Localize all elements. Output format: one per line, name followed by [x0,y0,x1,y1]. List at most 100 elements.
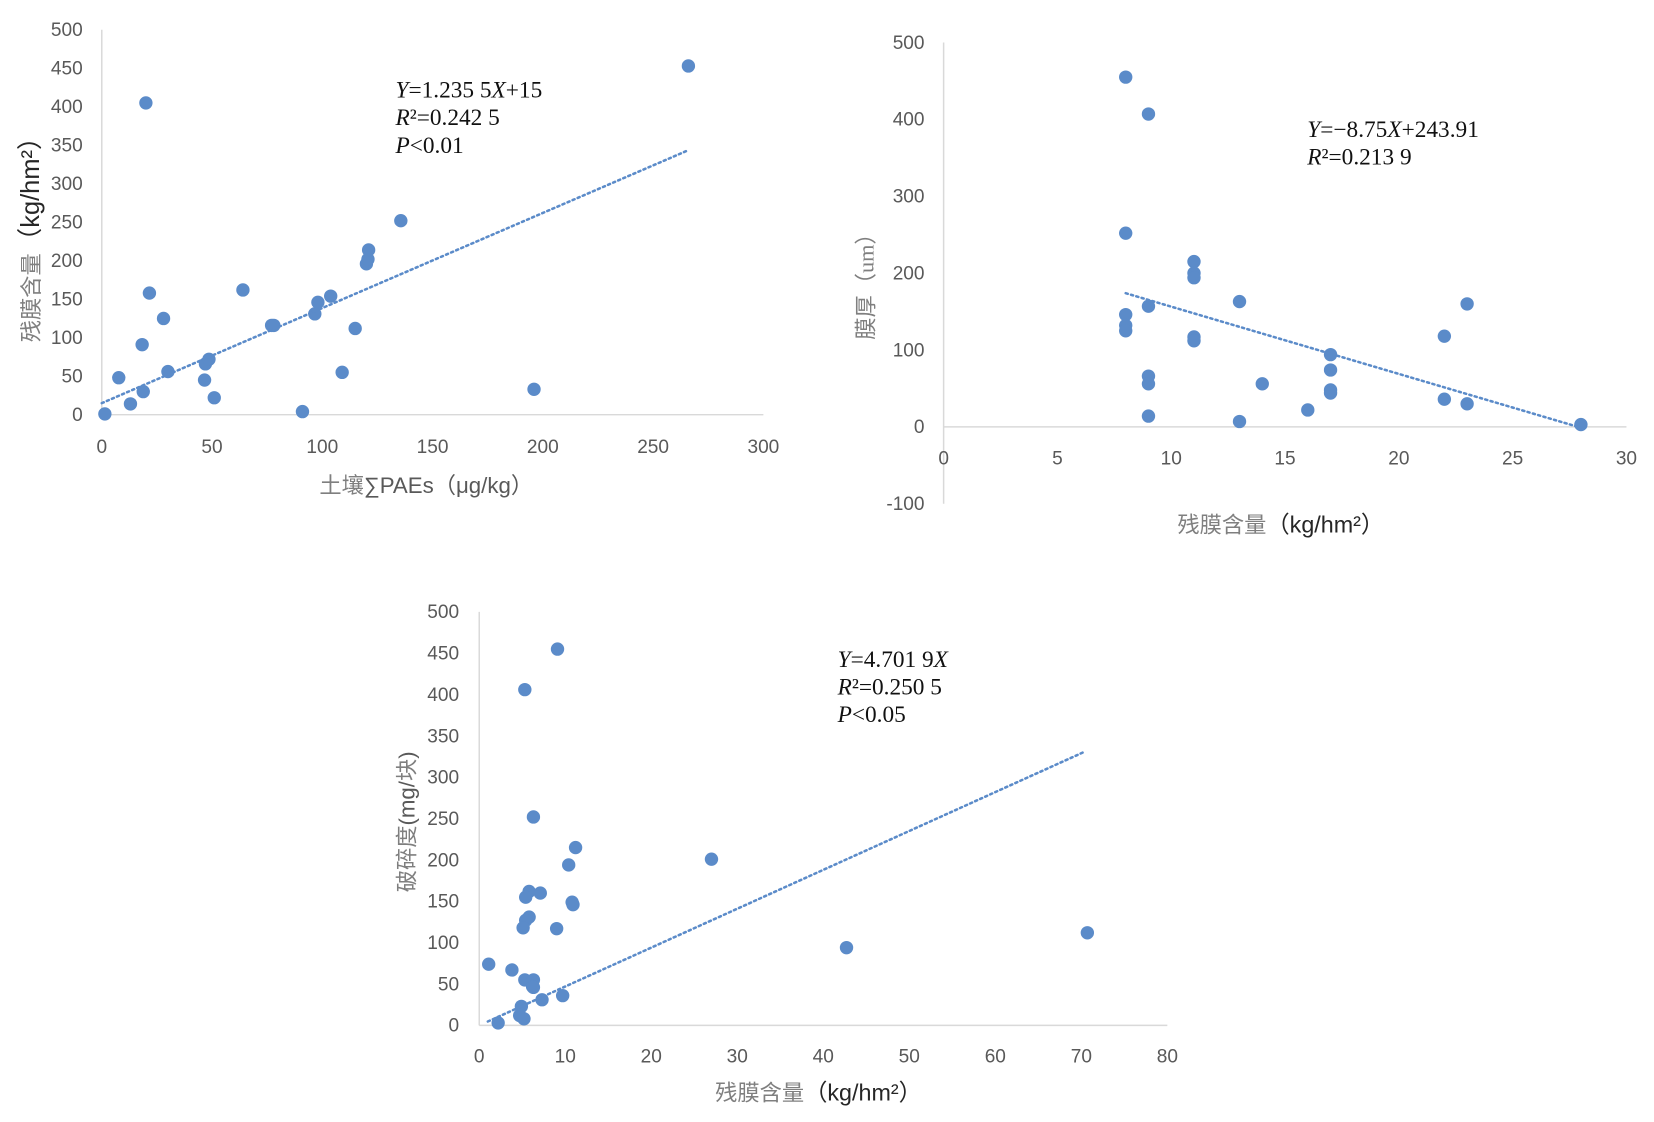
data-point [550,642,565,656]
x-tick-label: 100 [306,437,338,458]
data-point [324,289,338,303]
data-point [704,852,719,866]
data-point [236,283,250,297]
data-point [526,810,541,824]
y-tick-label: 500 [893,33,925,54]
x-tick-label: 5 [1052,449,1063,470]
x-tick-label: 200 [527,437,559,458]
data-point [1323,347,1338,362]
regression-annotation: P<0.01 [394,133,463,159]
data-point [527,382,541,396]
data-point [562,858,576,872]
regression-annotation: Y=1.235 5X+15 [395,78,542,104]
x-tick-label: 10 [1161,449,1182,470]
x-tick-label: 0 [938,449,949,470]
data-point [1187,271,1201,285]
scatter-chart-film-thickness-vs-film-residue: 0 5 10 15 20 25 30 -100 0 100 200 300 400 500 Y=−8.75X… [854,33,1637,537]
x-tick-label: 0 [96,437,107,458]
data-point [335,365,349,380]
data-point [1080,926,1095,940]
x-tick-label: 10 [555,1047,576,1068]
data-point [516,921,530,935]
data-point [519,890,533,904]
data-point [207,391,221,405]
x-axis-label: 残膜含量（kg/hm²） [1177,511,1384,537]
data-point [1141,409,1156,423]
y-tick-label: 450 [51,59,83,80]
x-tick-label: 0 [474,1047,485,1068]
y-tick-label: 300 [893,187,925,208]
data-point [1323,363,1338,377]
x-tick-label: 20 [641,1047,662,1068]
y-tick-label: 100 [427,933,459,954]
x-tick-label: 20 [1388,449,1409,470]
data-point [518,682,532,697]
x-tick-label: 25 [1502,449,1523,470]
x-tick-label: 50 [201,437,222,458]
trend-line [100,148,690,405]
y-tick-label: 500 [51,20,83,41]
y-tick-label: 400 [427,685,459,706]
data-point [533,886,547,900]
y-axis-label: 残膜含量（kg/hm²） [17,125,45,343]
regression-annotation: R²=0.250 5 [837,675,942,701]
data-point [505,963,519,977]
y-tick-label: 150 [427,892,459,913]
regression-annotation: Y=4.701 9X [838,647,949,673]
data-point [295,404,310,419]
data-point [139,96,153,110]
y-tick-label: 100 [51,328,83,349]
y-tick-label: 0 [914,417,925,438]
y-tick-label: -100 [886,494,924,515]
y-tick-label: 500 [427,602,459,623]
x-tick-label: 30 [1616,449,1637,470]
data-point [311,295,325,309]
data-point [1119,324,1133,338]
y-tick-label: 50 [61,367,82,388]
data-point [1323,386,1338,400]
y-tick-label: 100 [893,340,925,361]
data-point [1232,414,1247,429]
y-tick-label: 200 [427,850,459,871]
x-tick-label: 30 [727,1047,748,1068]
data-point [1119,307,1133,322]
x-tick-label: 300 [747,437,779,458]
data-point [1141,107,1156,121]
data-point [136,384,150,399]
y-axis-label: 膜厚（um） [854,222,879,339]
data-point [1232,294,1247,309]
data-point [123,397,138,411]
data-point [308,307,322,321]
y-tick-label: 300 [51,174,83,195]
data-point [555,988,570,1003]
data-point [482,957,496,971]
regression-annotation: P<0.05 [837,702,906,728]
data-point [1255,377,1269,391]
scatter-chart-film-residue-vs-soil-paes: 0 50 100 150 200 250 300 0 50 100 150 200 250 300 350 4… [17,20,779,498]
y-tick-label: 0 [72,405,83,426]
y-tick-label: 200 [893,264,925,285]
y-tick-label: 200 [51,251,83,272]
data-point [568,840,583,855]
data-point [1119,226,1133,240]
data-point [839,940,854,955]
data-point [394,214,408,228]
x-tick-label: 15 [1274,449,1295,470]
data-point [197,373,212,387]
data-point [98,407,112,421]
x-tick-label: 50 [899,1047,920,1068]
x-axis-label: 土壤∑PAEs（μg/kg） [319,473,533,498]
data-point [517,1012,531,1026]
y-tick-label: 250 [427,809,459,830]
y-axis-label: 破碎度(mg/块) [395,751,420,892]
data-point [1187,254,1201,269]
trend-line [486,749,1087,1023]
data-point [1460,397,1474,411]
y-tick-label: 50 [438,974,459,995]
trend-line [1124,291,1583,429]
regression-annotation: Y=−8.75X+243.91 [1307,117,1479,143]
regression-annotation: R²=0.213 9 [1306,144,1411,170]
data-point [1574,417,1588,432]
y-tick-label: 400 [893,110,925,131]
